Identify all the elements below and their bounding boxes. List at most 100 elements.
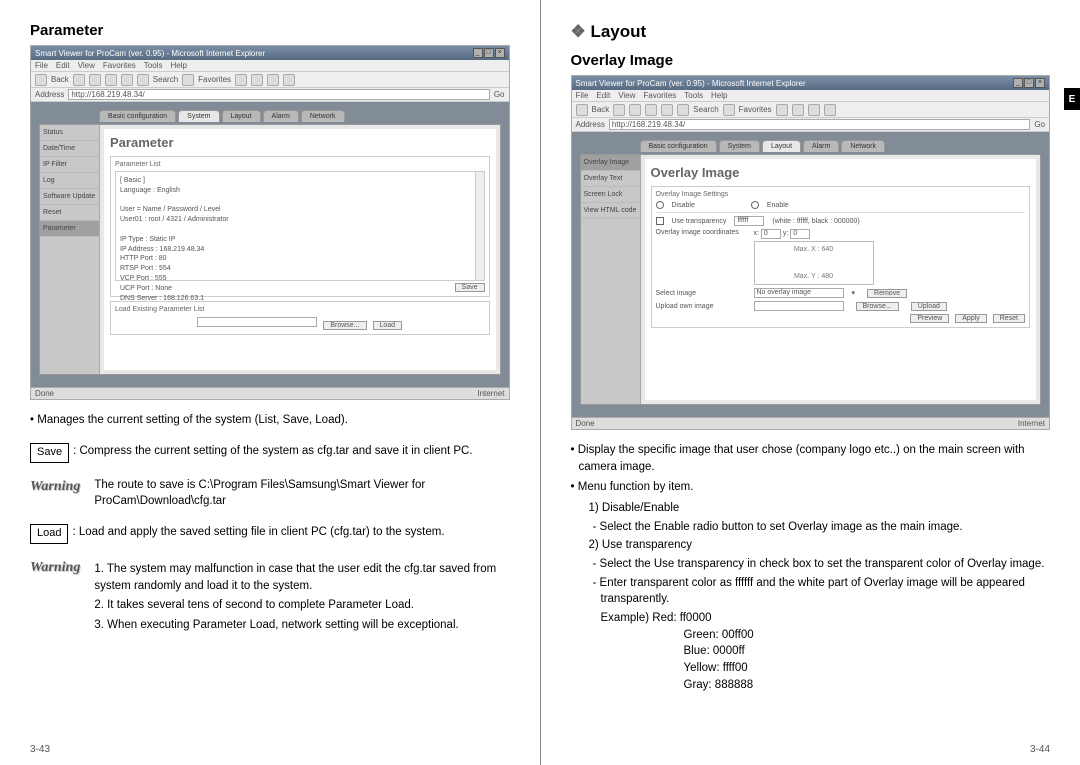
fav-label: Favorites xyxy=(198,75,231,84)
use-transparency-label: Use transparency xyxy=(672,218,727,225)
file-input[interactable] xyxy=(197,317,317,327)
print-icon[interactable] xyxy=(824,104,836,116)
menu-tools[interactable]: Tools xyxy=(144,61,163,70)
tab-alarm[interactable]: Alarm xyxy=(263,110,299,122)
menu-fav[interactable]: Favorites xyxy=(103,61,136,70)
menu-tools[interactable]: Tools xyxy=(684,91,703,100)
x-input[interactable]: 0 xyxy=(761,229,781,239)
enable-radio[interactable] xyxy=(751,201,759,209)
upload-button[interactable]: Upload xyxy=(911,302,947,311)
remove-button[interactable]: Remove xyxy=(867,289,907,298)
tab-system[interactable]: System xyxy=(719,140,760,152)
sidebar: Overlay Image Overlay Text Screen Lock V… xyxy=(581,155,641,404)
save-button[interactable]: Save xyxy=(455,283,485,292)
sidebar-item-viewhtml[interactable]: View HTML code xyxy=(581,203,640,219)
back-icon[interactable] xyxy=(35,74,47,86)
sidebar-item-screenlock[interactable]: Screen Lock xyxy=(581,187,640,203)
close-icon[interactable]: × xyxy=(1035,78,1045,88)
item-1: 1) Disable/Enable xyxy=(589,500,1051,517)
mail-icon[interactable] xyxy=(267,74,279,86)
load-button[interactable]: Load xyxy=(373,321,403,330)
maximize-icon[interactable]: □ xyxy=(484,48,494,58)
sidebar-item-parameter[interactable]: Parameter xyxy=(40,221,99,237)
search-icon[interactable] xyxy=(677,104,689,116)
upload-input[interactable] xyxy=(754,301,844,311)
sidebar-item-status[interactable]: Status xyxy=(40,125,99,141)
sidebar-item-swupdate[interactable]: Software Update xyxy=(40,189,99,205)
menu-view[interactable]: View xyxy=(618,91,635,100)
y-input[interactable]: 0 xyxy=(790,229,810,239)
menu-file[interactable]: File xyxy=(35,61,48,70)
menu-edit[interactable]: Edit xyxy=(596,91,610,100)
disable-radio[interactable] xyxy=(656,201,664,209)
stop-icon[interactable] xyxy=(89,74,101,86)
coord-box: Max. X : 640 Max. Y : 480 xyxy=(754,241,874,285)
media-icon[interactable] xyxy=(235,74,247,86)
menubar: File Edit View Favorites Tools Help xyxy=(31,60,509,72)
transparency-input[interactable]: ffffff xyxy=(734,216,764,226)
example-blue: Blue: 0000ff xyxy=(684,643,1051,660)
address-input[interactable]: http://168.219.48.34/ xyxy=(68,89,489,100)
home-icon[interactable] xyxy=(661,104,673,116)
maximize-icon[interactable]: □ xyxy=(1024,78,1034,88)
chevron-down-icon[interactable]: ▾ xyxy=(852,289,856,297)
apply-button[interactable]: Apply xyxy=(955,314,987,323)
tab-layout[interactable]: Layout xyxy=(222,110,261,122)
tabs: Basic configuration System Layout Alarm … xyxy=(99,110,501,122)
page-number-right: 3-44 xyxy=(1030,744,1050,755)
tab-system[interactable]: System xyxy=(178,110,219,122)
tab-network[interactable]: Network xyxy=(841,140,885,152)
parameter-list-box[interactable]: [ Basic ] Language : English User = Name… xyxy=(115,171,485,281)
menu-help[interactable]: Help xyxy=(170,61,186,70)
back-icon[interactable] xyxy=(576,104,588,116)
history-icon[interactable] xyxy=(251,74,263,86)
reset-button[interactable]: Reset xyxy=(993,314,1025,323)
history-icon[interactable] xyxy=(792,104,804,116)
sidebar-item-ipfilter[interactable]: IP Filter xyxy=(40,157,99,173)
favorites-icon[interactable] xyxy=(723,104,735,116)
address-input[interactable]: http://168.219.48.34/ xyxy=(609,119,1030,130)
go-button[interactable]: Go xyxy=(494,90,505,99)
y-label: y: xyxy=(783,230,788,237)
back-label: Back xyxy=(592,105,610,114)
sidebar-item-overlaytext[interactable]: Overlay Text xyxy=(581,171,640,187)
menu-fav[interactable]: Favorites xyxy=(643,91,676,100)
refresh-icon[interactable] xyxy=(645,104,657,116)
mail-icon[interactable] xyxy=(808,104,820,116)
sidebar-item-overlayimage[interactable]: Overlay Image xyxy=(581,155,640,171)
search-icon[interactable] xyxy=(137,74,149,86)
tab-basic[interactable]: Basic configuration xyxy=(99,110,176,122)
sidebar-item-log[interactable]: Log xyxy=(40,173,99,189)
tab-layout[interactable]: Layout xyxy=(762,140,801,152)
close-icon[interactable]: × xyxy=(495,48,505,58)
favorites-icon[interactable] xyxy=(182,74,194,86)
tab-basic[interactable]: Basic configuration xyxy=(640,140,717,152)
forward-icon[interactable] xyxy=(613,104,625,116)
go-button[interactable]: Go xyxy=(1034,120,1045,129)
stop-icon[interactable] xyxy=(629,104,641,116)
select-image-dropdown[interactable]: No overlay image xyxy=(754,288,844,298)
browse-button[interactable]: Browse... xyxy=(323,321,366,330)
home-icon[interactable] xyxy=(121,74,133,86)
browse-button[interactable]: Browse... xyxy=(856,302,899,311)
sidebar-item-datetime[interactable]: Date/Time xyxy=(40,141,99,157)
forward-icon[interactable] xyxy=(73,74,85,86)
use-transparency-checkbox[interactable] xyxy=(656,217,664,225)
panel-body: Overlay Image Overlay Image Settings Dis… xyxy=(645,159,1037,400)
refresh-icon[interactable] xyxy=(105,74,117,86)
menu-help[interactable]: Help xyxy=(711,91,727,100)
overlay-settings-fieldset: Overlay Image Settings Disable Enable xyxy=(651,186,1031,328)
menu-file[interactable]: File xyxy=(576,91,589,100)
print-icon[interactable] xyxy=(283,74,295,86)
tab-alarm[interactable]: Alarm xyxy=(803,140,839,152)
sidebar-item-reset[interactable]: Reset xyxy=(40,205,99,221)
menu-edit[interactable]: Edit xyxy=(56,61,70,70)
tab-network[interactable]: Network xyxy=(301,110,345,122)
minimize-icon[interactable]: _ xyxy=(473,48,483,58)
window-title: Smart Viewer for ProCam (ver. 0.95) - Mi… xyxy=(576,79,806,88)
preview-button[interactable]: Preview xyxy=(910,314,949,323)
status-done: Done xyxy=(35,389,54,398)
menu-view[interactable]: View xyxy=(78,61,95,70)
media-icon[interactable] xyxy=(776,104,788,116)
minimize-icon[interactable]: _ xyxy=(1013,78,1023,88)
